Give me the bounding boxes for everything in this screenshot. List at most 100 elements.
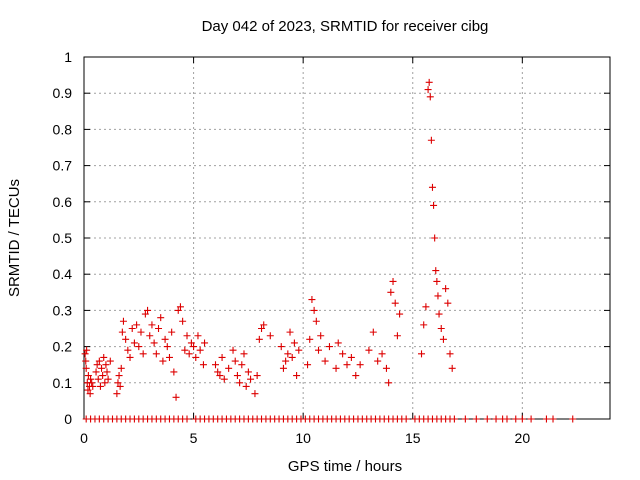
data-point-plus — [170, 368, 178, 376]
data-point-plus — [82, 364, 90, 372]
data-point-plus — [240, 350, 248, 358]
data-point-plus — [238, 361, 246, 369]
data-point-plus — [260, 321, 268, 329]
data-point-plus — [430, 201, 438, 209]
data-point-plus — [96, 382, 104, 390]
data-point-plus — [293, 372, 301, 380]
data-point-plus — [150, 339, 158, 347]
data-point-plus — [450, 415, 458, 423]
data-point-plus — [389, 277, 397, 285]
data-point-plus — [122, 335, 130, 343]
data-point-plus — [86, 390, 94, 398]
data-point-plus — [229, 346, 237, 354]
data-point-plus — [242, 382, 250, 390]
data-point-plus — [93, 361, 101, 369]
data-point-plus — [137, 328, 145, 336]
data-point-plus — [141, 310, 149, 318]
data-point-plus — [356, 361, 364, 369]
data-point-plus — [148, 321, 156, 329]
data-point-plus — [432, 267, 440, 275]
data-point-plus — [391, 299, 399, 307]
data-point-plus — [119, 317, 127, 325]
y-tick-label: 0.3 — [53, 302, 73, 318]
data-point-plus — [352, 372, 360, 380]
data-point-plus — [84, 372, 92, 380]
data-point-plus — [325, 343, 333, 351]
data-point-plus — [146, 332, 154, 340]
data-point-plus — [402, 415, 410, 423]
data-point-plus — [152, 350, 160, 358]
data-point-plus — [439, 335, 447, 343]
data-point-plus — [472, 415, 480, 423]
data-point-plus — [308, 296, 316, 304]
data-point-plus — [288, 353, 296, 361]
y-tick-label: 0.9 — [53, 85, 73, 101]
data-point-plus — [113, 390, 121, 398]
data-point-plus — [258, 325, 266, 332]
data-point-plus — [435, 310, 443, 318]
data-point-plus — [174, 306, 182, 314]
data-point-plus — [425, 78, 433, 86]
data-point-plus — [157, 314, 165, 322]
data-point-plus — [279, 364, 287, 372]
data-point-plus — [92, 368, 100, 376]
data-point-plus — [321, 357, 329, 365]
y-tick-label: 0 — [64, 411, 72, 427]
data-point-plus — [214, 368, 222, 376]
data-point-plus — [185, 350, 193, 358]
data-point-plus — [549, 415, 557, 423]
data-point-plus — [159, 357, 167, 365]
data-point-plus — [448, 364, 456, 372]
data-point-plus — [176, 303, 184, 311]
data-point-plus — [387, 288, 395, 296]
data-point-plus — [266, 332, 274, 340]
data-point-plus — [431, 234, 439, 242]
data-point-plus — [201, 339, 209, 347]
data-point-plus — [315, 346, 323, 354]
axis-ticks: 00.10.20.30.40.50.60.70.80.910 5 10 15 20 — [53, 49, 610, 446]
y-tick-label: 0.7 — [53, 158, 73, 174]
y-axis-label: SRMTID / TECUs — [6, 179, 23, 297]
data-point-plus — [290, 339, 298, 347]
data-point-plus — [192, 353, 200, 361]
data-point-plus — [251, 390, 259, 398]
data-point-plus — [181, 346, 189, 354]
data-point-plus — [130, 339, 138, 347]
data-point-plus — [83, 346, 91, 354]
data-point-plus — [334, 339, 342, 347]
data-point-plus — [339, 350, 347, 358]
data-point-plus — [236, 379, 244, 387]
data-point-plus — [89, 382, 97, 390]
data-point-plus — [118, 328, 126, 336]
data-point-plus — [196, 346, 204, 354]
data-point-plus — [374, 357, 382, 365]
data-point-plus — [139, 350, 147, 358]
data-point-plus — [114, 379, 122, 387]
data-point-plus — [128, 325, 136, 332]
data-point-plus — [518, 415, 526, 423]
data-point-plus — [84, 386, 92, 394]
data-point-plus — [88, 379, 96, 387]
data-point-plus — [422, 303, 430, 311]
y-tick-label: 0.1 — [53, 375, 73, 391]
data-point-plus — [369, 328, 377, 336]
data-point-plus — [99, 372, 107, 380]
data-point-plus — [116, 382, 124, 390]
data-point-plus — [124, 346, 132, 354]
data-point-plus — [183, 332, 191, 340]
data-point-plus — [187, 339, 195, 347]
data-point-plus — [317, 332, 325, 340]
data-point-plus — [306, 335, 314, 343]
data-point-plus — [218, 353, 226, 361]
data-point-plus — [172, 393, 180, 401]
data-point-plus — [332, 364, 340, 372]
data-points — [81, 78, 577, 423]
data-point-plus — [87, 375, 95, 383]
data-point-plus — [95, 357, 103, 365]
data-point-plus — [253, 372, 261, 380]
data-point-plus — [343, 361, 351, 369]
data-point-plus — [225, 364, 233, 372]
data-point-plus — [444, 299, 452, 307]
data-point-plus — [163, 343, 171, 351]
